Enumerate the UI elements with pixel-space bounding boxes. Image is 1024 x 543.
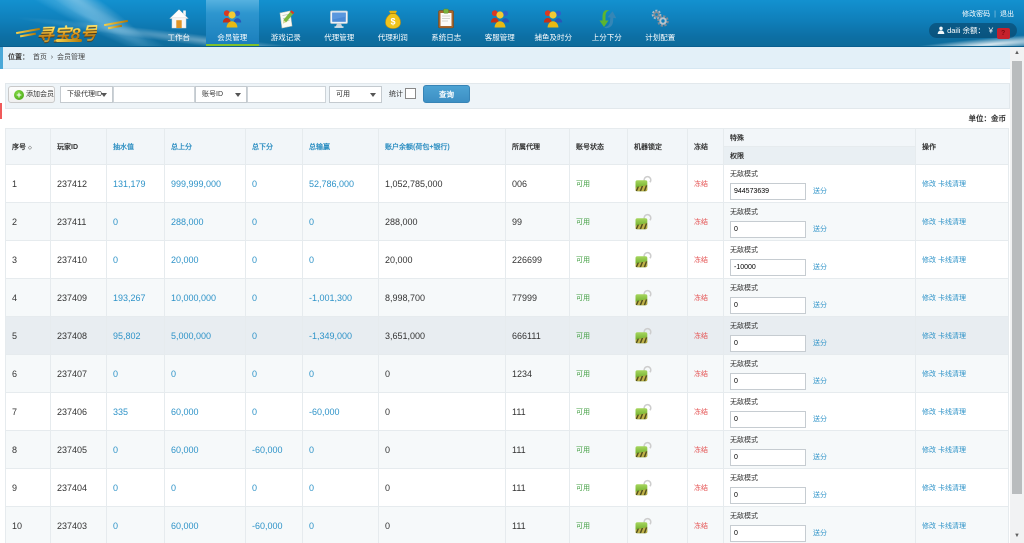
svg-text:$: $ bbox=[390, 17, 395, 27]
